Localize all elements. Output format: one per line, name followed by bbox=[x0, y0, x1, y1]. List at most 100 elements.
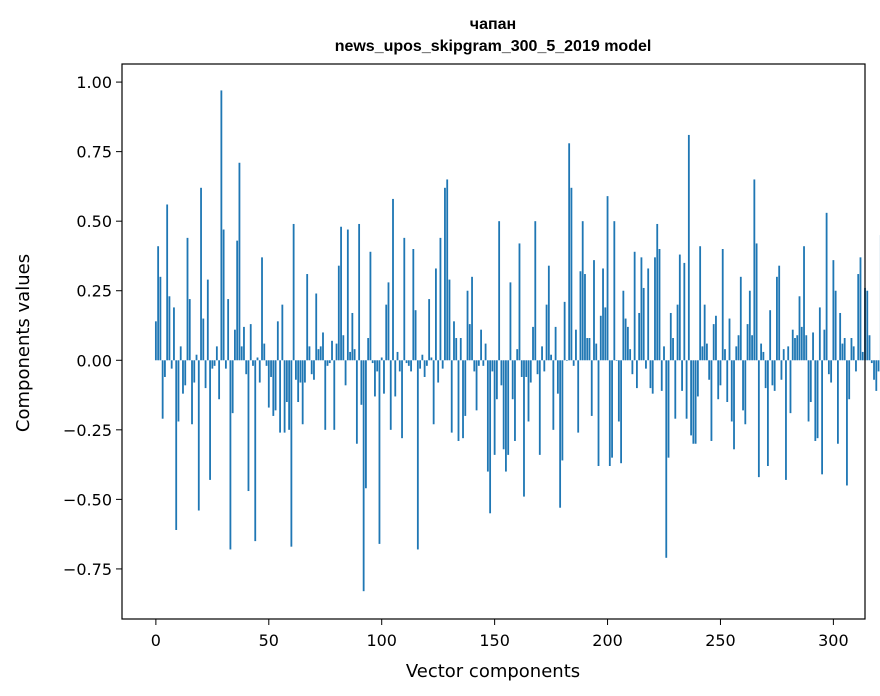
bar-293 bbox=[816, 360, 819, 439]
bar-115 bbox=[414, 310, 417, 361]
bar-288 bbox=[805, 335, 808, 361]
bar-135 bbox=[459, 338, 462, 361]
bar-186 bbox=[575, 329, 577, 361]
bar-17 bbox=[193, 360, 196, 383]
bar-35 bbox=[234, 329, 236, 361]
chart-subtitle: news_upos_skipgram_300_5_2019 model bbox=[335, 38, 652, 55]
bar-98 bbox=[376, 360, 379, 372]
bar-9 bbox=[175, 360, 178, 530]
bar-26 bbox=[213, 360, 216, 366]
bar-63 bbox=[297, 360, 300, 403]
bar-313 bbox=[861, 351, 864, 361]
bar-191 bbox=[586, 338, 589, 361]
bar-273 bbox=[771, 360, 774, 386]
bar-128 bbox=[444, 187, 446, 361]
bar-53 bbox=[274, 360, 277, 411]
bar-68 bbox=[308, 346, 311, 361]
bar-50 bbox=[267, 360, 270, 408]
bar-118 bbox=[421, 354, 424, 361]
bar-100 bbox=[380, 357, 383, 361]
bar-52 bbox=[272, 360, 275, 416]
bar-59 bbox=[288, 360, 291, 430]
bar-244 bbox=[706, 343, 708, 361]
bar-167 bbox=[532, 326, 534, 361]
bar-10 bbox=[177, 360, 180, 422]
bar-266 bbox=[755, 243, 758, 361]
y-tick-label-6: 0.75 bbox=[76, 143, 112, 162]
bar-21 bbox=[202, 318, 205, 361]
x-axis-ticks: 0 50 100 150 200 250 300 bbox=[151, 619, 849, 650]
bar-237 bbox=[690, 360, 693, 436]
bar-69 bbox=[310, 360, 313, 375]
bar-201 bbox=[608, 360, 611, 466]
bar-78 bbox=[331, 340, 333, 361]
chart-title: чапан bbox=[470, 16, 516, 33]
bar-65 bbox=[301, 360, 304, 425]
bar-225 bbox=[663, 346, 665, 361]
bar-159 bbox=[514, 360, 516, 441]
bar-260 bbox=[742, 360, 744, 411]
bar-282 bbox=[791, 329, 794, 361]
bar-319 bbox=[875, 360, 878, 391]
bar-142 bbox=[475, 360, 478, 411]
bar-317 bbox=[870, 360, 873, 364]
bar-75 bbox=[324, 360, 327, 430]
bar-219 bbox=[649, 360, 652, 389]
bar-126 bbox=[439, 237, 442, 361]
bar-16 bbox=[191, 360, 193, 425]
bar-169 bbox=[536, 360, 539, 375]
bar-258 bbox=[737, 335, 740, 361]
bar-71 bbox=[315, 293, 318, 361]
bar-304 bbox=[841, 343, 844, 361]
bar-209 bbox=[626, 326, 629, 361]
bar-289 bbox=[807, 360, 810, 422]
y-axis-ticks: −0.75 −0.50 −0.25 0.00 0.25 0.50 0.75 1.00 bbox=[63, 73, 122, 579]
bar-154 bbox=[502, 360, 505, 450]
bar-189 bbox=[581, 221, 584, 361]
y-tick-label-2: −0.25 bbox=[63, 421, 112, 440]
bar-132 bbox=[453, 321, 455, 361]
bar-176 bbox=[552, 360, 555, 430]
bar-284 bbox=[796, 335, 799, 361]
bar-54 bbox=[276, 321, 279, 361]
bar-89 bbox=[355, 360, 358, 444]
y-tick-label-3: 0.00 bbox=[76, 351, 112, 370]
bar-248 bbox=[715, 315, 717, 361]
bar-31 bbox=[224, 360, 227, 369]
bar-274 bbox=[773, 360, 776, 391]
bar-193 bbox=[590, 360, 593, 416]
bar-279 bbox=[785, 360, 787, 480]
bar-14 bbox=[186, 237, 189, 361]
bar-287 bbox=[803, 246, 805, 361]
bar-291 bbox=[812, 332, 814, 361]
bar-123 bbox=[432, 360, 435, 425]
bar-85 bbox=[346, 229, 349, 361]
bar-7 bbox=[170, 360, 173, 369]
bar-262 bbox=[746, 324, 749, 361]
bar-318 bbox=[873, 360, 875, 380]
bar-49 bbox=[265, 360, 268, 366]
bar-57 bbox=[283, 360, 286, 433]
bar-281 bbox=[789, 360, 792, 414]
bar-212 bbox=[633, 251, 636, 361]
bar-290 bbox=[809, 360, 812, 403]
bar-181 bbox=[563, 301, 566, 361]
bar-60 bbox=[290, 360, 293, 547]
bar-13 bbox=[184, 360, 187, 386]
bar-216 bbox=[642, 287, 645, 361]
bar-227 bbox=[667, 360, 670, 458]
bar-24 bbox=[209, 360, 211, 480]
bar-83 bbox=[342, 335, 345, 361]
bar-204 bbox=[615, 360, 618, 361]
bar-296 bbox=[823, 329, 826, 361]
bars bbox=[154, 90, 880, 592]
bar-136 bbox=[462, 360, 464, 439]
bar-42 bbox=[249, 324, 252, 361]
bar-92 bbox=[362, 360, 365, 592]
bar-29 bbox=[220, 90, 223, 361]
bar-105 bbox=[392, 198, 394, 361]
bar-40 bbox=[245, 360, 248, 375]
bar-205 bbox=[617, 360, 620, 422]
bar-179 bbox=[559, 360, 562, 508]
bar-292 bbox=[814, 360, 817, 441]
